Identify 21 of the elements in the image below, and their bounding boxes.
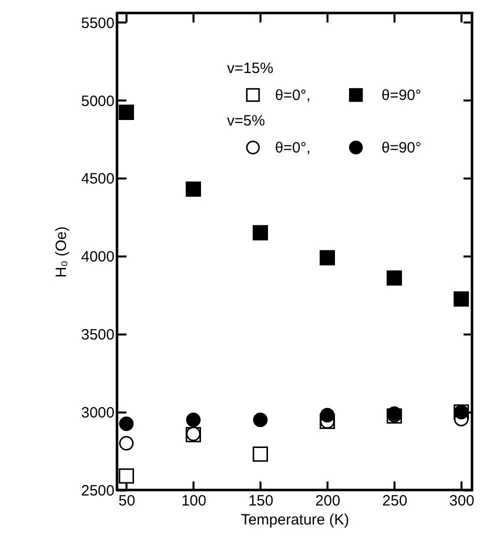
y-tick-label: 3000 [81, 404, 114, 422]
y-tick-label: 4500 [81, 170, 114, 188]
y-tick-label: 4000 [81, 248, 114, 266]
x-tick-label: 100 [181, 492, 206, 510]
x-tick-label: 50 [118, 492, 136, 510]
x-tick-label: 150 [248, 492, 274, 510]
legend-label: θ=0°, [274, 87, 311, 104]
y-tick-label: 5000 [81, 92, 114, 110]
annotation: v=15% [227, 60, 274, 77]
x-tick-label: 300 [449, 492, 474, 510]
y-axis-title: H₀ (Oe) [53, 226, 70, 278]
x-tick-label: 200 [315, 492, 340, 510]
x-axis-title: Temperature (K) [240, 512, 350, 528]
y-tick-label: 2500 [81, 482, 114, 500]
legend-label: θ=90° [381, 140, 422, 157]
x-tick-label: 250 [382, 492, 408, 510]
annotation: v=5% [227, 112, 266, 130]
y-tick-label: 5500 [81, 14, 114, 32]
legend-label: θ=90° [381, 87, 422, 104]
y-tick-label: 3500 [81, 326, 114, 344]
legend-label: θ=0°, [274, 140, 311, 157]
